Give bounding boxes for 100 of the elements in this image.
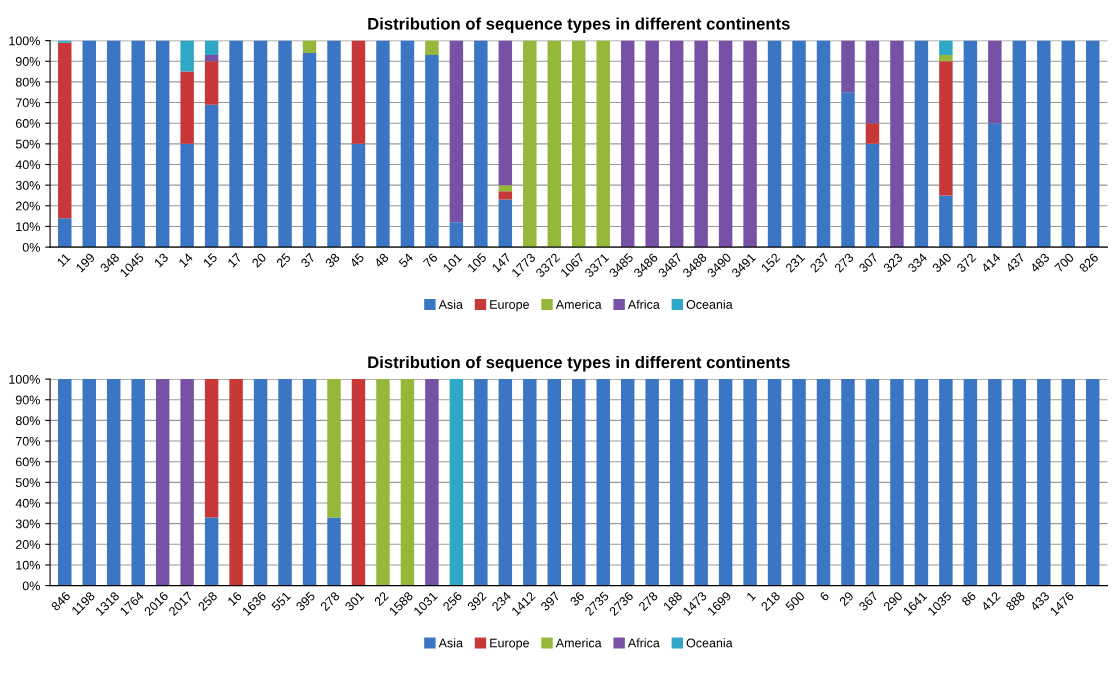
x-tick-label: 258	[197, 591, 218, 612]
y-tick-label: 70%	[15, 436, 40, 446]
x-tick-label: 278	[319, 591, 341, 612]
x-tick-label: 54	[398, 252, 414, 268]
x-tick-label: 888	[1005, 591, 1026, 612]
bar	[82, 40, 96, 248]
x-tick-label: 412	[980, 591, 1001, 612]
bar	[988, 123, 1002, 248]
legend-label: Asia	[438, 299, 463, 309]
x-tick-label: 6	[819, 591, 830, 602]
bar	[939, 40, 953, 56]
bar	[743, 40, 757, 248]
x-tick-label: 348	[99, 252, 120, 273]
x-tick-label: 367	[858, 591, 879, 612]
x-tick-label: 14	[178, 252, 194, 268]
bar	[865, 123, 880, 144]
x-tick-label: 17	[227, 252, 243, 268]
y-tick-label: 80%	[15, 416, 40, 426]
x-tick-label: 45	[349, 252, 365, 269]
bar	[914, 40, 929, 248]
bar	[425, 55, 439, 248]
y-tick-label: 0%	[22, 242, 40, 252]
y-tick-label: 60%	[15, 457, 40, 467]
bar	[645, 40, 659, 248]
x-tick-label: 36	[569, 591, 585, 607]
x-tick-label: 147	[491, 252, 512, 273]
bar	[890, 40, 904, 248]
bar	[180, 143, 194, 248]
y-tick-label: 60%	[15, 119, 40, 128]
x-tick-label: 392	[466, 591, 487, 612]
x-tick-label: 323	[882, 252, 904, 273]
y-tick-label: 0%	[22, 581, 40, 591]
x-tick-label: 218	[760, 591, 781, 612]
x-tick-label: 483	[1029, 252, 1050, 273]
bar	[204, 55, 219, 62]
bar	[180, 71, 194, 144]
y-tick-label: 10%	[16, 560, 40, 570]
bar	[572, 40, 586, 248]
bar	[376, 40, 390, 248]
y-tick-label: 30%	[15, 180, 40, 190]
x-tick-label: 256	[442, 591, 463, 612]
x-tick-label: 301	[344, 591, 365, 612]
y-tick-label: 30%	[15, 519, 40, 529]
x-tick-label: 1	[746, 591, 757, 602]
bar	[425, 40, 439, 56]
bar	[351, 143, 366, 248]
bar	[498, 199, 513, 248]
x-tick-label: 437	[1005, 252, 1026, 273]
x-tick-label: 372	[956, 252, 977, 273]
bar	[106, 40, 121, 248]
bar	[523, 40, 537, 248]
bar	[865, 143, 880, 248]
bar	[155, 40, 170, 248]
x-tick-label: 237	[809, 252, 830, 273]
x-tick-label: 16	[227, 591, 243, 607]
legend-label: Africa	[627, 638, 660, 648]
bar	[841, 40, 855, 93]
bar	[988, 40, 1002, 124]
bar	[767, 40, 782, 248]
legend-label: Asia	[438, 638, 463, 648]
bar	[939, 55, 953, 62]
bar	[131, 40, 145, 248]
x-tick-label: 278	[638, 591, 659, 612]
x-tick-label: 20	[251, 252, 267, 268]
bar	[792, 40, 806, 248]
bar	[865, 40, 880, 124]
bar	[400, 40, 415, 248]
bar	[718, 40, 733, 248]
x-tick-label: 551	[270, 591, 292, 612]
x-tick-label: 290	[882, 591, 904, 612]
x-tick-label: 700	[1054, 252, 1075, 273]
y-tick-label: 100%	[9, 36, 40, 46]
x-tick-label: 414	[980, 252, 1001, 273]
bar	[327, 40, 341, 248]
y-tick-label: 50%	[15, 139, 40, 149]
legend-label: Europe	[490, 300, 529, 312]
x-tick-label: 11	[56, 252, 71, 267]
bar	[1012, 40, 1027, 248]
y-tick-label: 50%	[15, 478, 40, 488]
bar	[351, 40, 366, 144]
bar	[180, 40, 194, 72]
y-tick-label: 20%	[15, 540, 40, 549]
x-tick-label: 76	[422, 252, 439, 268]
y-tick-label: 40%	[15, 160, 40, 170]
y-tick-label: 90%	[15, 57, 40, 66]
bar	[939, 61, 953, 196]
x-tick-label: 234	[491, 590, 512, 612]
bar	[278, 40, 292, 248]
chart-title: Distribution of sequence types in different continents	[368, 355, 790, 372]
y-tick-label: 80%	[15, 77, 40, 87]
bar	[58, 42, 72, 219]
x-tick-label: 25	[275, 252, 292, 268]
x-tick-label: 38	[324, 252, 341, 268]
legend-label: America	[555, 638, 602, 648]
bar	[620, 40, 635, 248]
bar	[963, 40, 978, 248]
bar	[204, 61, 219, 105]
y-tick-label: 20%	[15, 201, 40, 211]
bar	[449, 40, 464, 223]
bar	[302, 53, 317, 248]
